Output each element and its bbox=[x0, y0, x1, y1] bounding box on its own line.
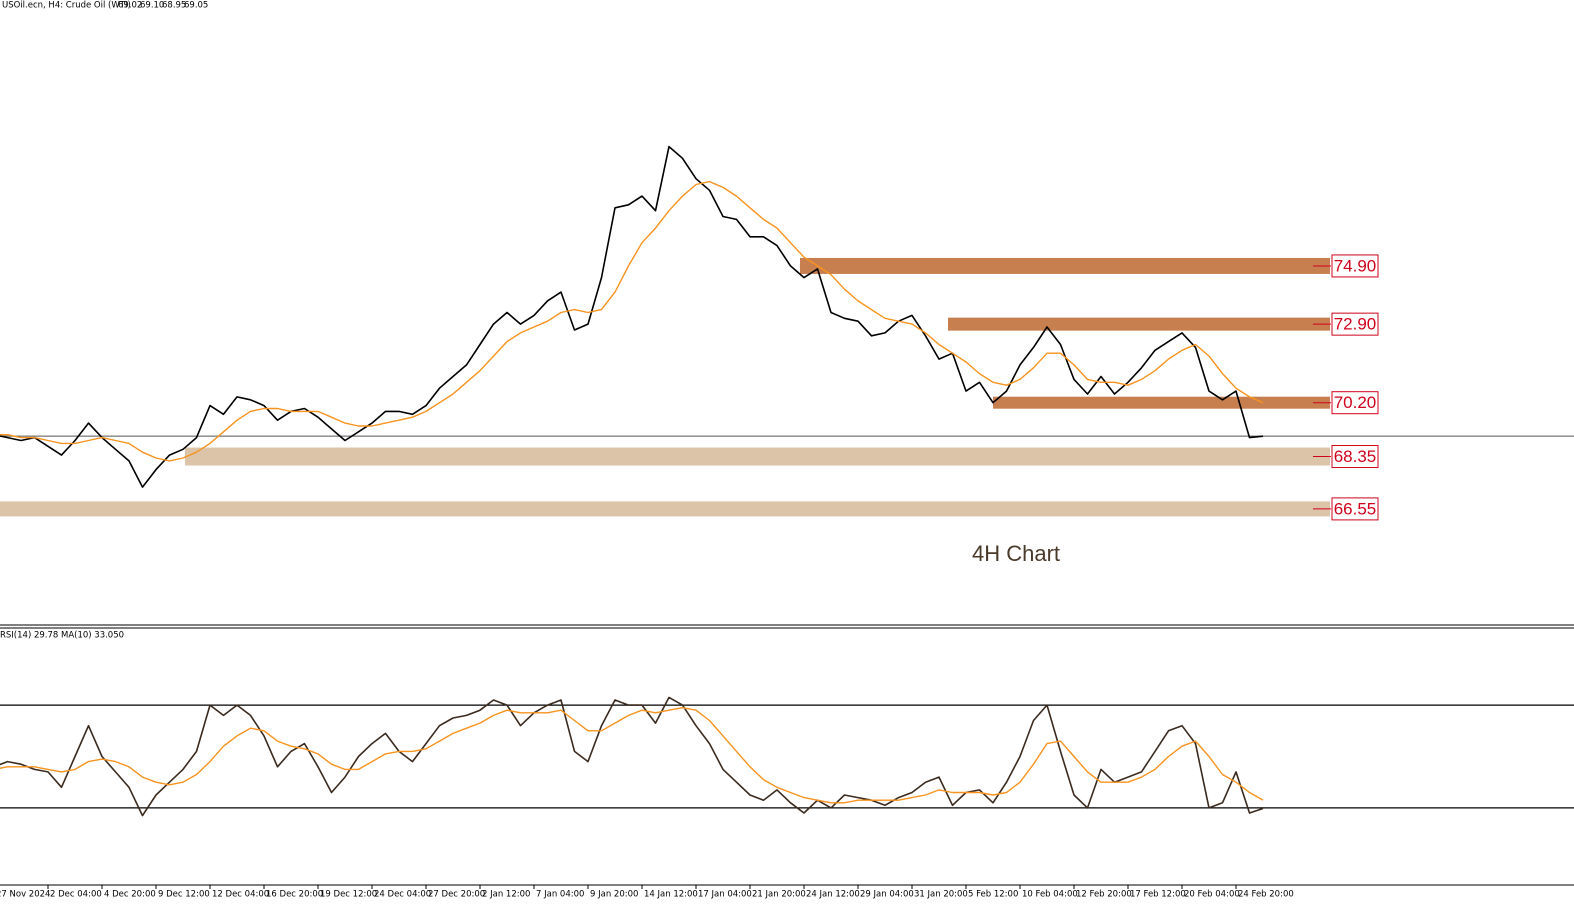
x-tick-label: 16 Dec 20:00 bbox=[266, 890, 323, 900]
level-band bbox=[948, 317, 1330, 331]
x-tick-label: 9 Jan 20:00 bbox=[590, 890, 638, 900]
x-tick-label: 27 Nov 2024 bbox=[0, 890, 50, 900]
x-tick-label: 19 Dec 12:00 bbox=[320, 890, 377, 900]
x-tick-label: 31 Jan 20:00 bbox=[914, 890, 968, 900]
x-tick-label: 24 Feb 20:00 bbox=[1238, 890, 1294, 900]
x-tick-label: 29 Jan 04:00 bbox=[860, 890, 914, 900]
x-tick-label: 5 Feb 12:00 bbox=[968, 890, 1018, 900]
ohlc-value: 69.05 bbox=[184, 1, 208, 11]
x-tick-label: 2 Jan 12:00 bbox=[482, 890, 530, 900]
level-band bbox=[800, 257, 1330, 274]
x-tick-label: 14 Jan 12:00 bbox=[644, 890, 698, 900]
level-label: 74.90 bbox=[1334, 256, 1377, 275]
x-tick-label: 24 Dec 04:00 bbox=[374, 890, 431, 900]
level-label-box bbox=[1331, 391, 1379, 415]
level-label-box bbox=[1331, 445, 1379, 469]
series-line bbox=[0, 696, 1264, 817]
level-label-box bbox=[1331, 254, 1379, 278]
chart-header: USOil.ecn, H4: Crude Oil (WTI) bbox=[2, 1, 131, 11]
x-tick-label: 24 Jan 12:00 bbox=[806, 890, 860, 900]
x-tick-label: 17 Feb 12:00 bbox=[1130, 890, 1186, 900]
ohlc-value: 69.10 bbox=[140, 1, 164, 11]
level-label: 70.20 bbox=[1334, 393, 1377, 412]
x-tick-label: 7 Jan 04:00 bbox=[536, 890, 584, 900]
ohlc-value: 68.95 bbox=[162, 1, 186, 11]
level-label-box bbox=[1331, 312, 1379, 336]
series-line bbox=[0, 180, 1264, 462]
x-tick-label: 10 Feb 04:00 bbox=[1022, 890, 1078, 900]
x-tick-label: 4 Dec 20:00 bbox=[104, 890, 156, 900]
x-tick-label: 9 Dec 12:00 bbox=[158, 890, 210, 900]
level-band bbox=[0, 501, 1330, 517]
x-tick-label: 27 Dec 20:00 bbox=[428, 890, 485, 900]
rsi-title: RSI(14) 29.78 MA(10) 33.050 bbox=[0, 631, 124, 641]
level-label: 66.55 bbox=[1334, 499, 1377, 518]
x-tick-label: 20 Feb 04:00 bbox=[1184, 890, 1240, 900]
series-line bbox=[0, 145, 1264, 488]
level-label: 68.35 bbox=[1334, 447, 1377, 466]
level-label-box bbox=[1331, 497, 1379, 521]
annotation: 4H Chart bbox=[972, 541, 1060, 566]
x-tick-label: 17 Jan 04:00 bbox=[698, 890, 752, 900]
level-band bbox=[185, 447, 1330, 466]
x-tick-label: 2 Dec 04:00 bbox=[50, 890, 102, 900]
ohlc-value: 69.02 bbox=[118, 1, 142, 11]
level-label: 72.90 bbox=[1334, 315, 1377, 334]
x-tick-label: 21 Jan 20:00 bbox=[752, 890, 806, 900]
x-tick-label: 12 Feb 20:00 bbox=[1076, 890, 1132, 900]
level-band bbox=[993, 396, 1330, 409]
x-tick-label: 12 Dec 04:00 bbox=[212, 890, 269, 900]
series-line bbox=[0, 707, 1264, 804]
